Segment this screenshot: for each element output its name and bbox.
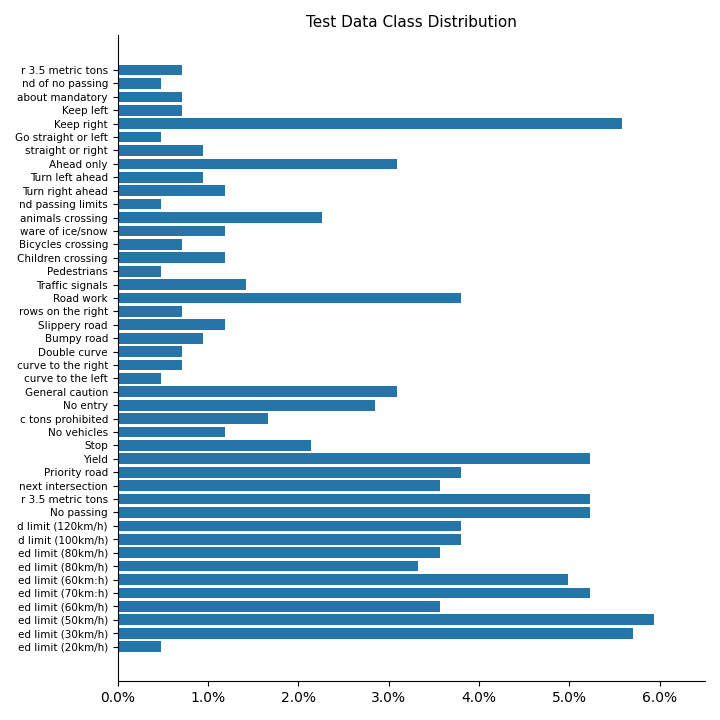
- Bar: [117, 454, 590, 464]
- Bar: [117, 185, 225, 196]
- Bar: [117, 225, 225, 236]
- Bar: [117, 614, 654, 625]
- Bar: [117, 212, 322, 223]
- Bar: [117, 172, 204, 183]
- Bar: [117, 427, 225, 438]
- Bar: [117, 65, 182, 76]
- Title: Test Data Class Distribution: Test Data Class Distribution: [306, 15, 517, 30]
- Bar: [117, 467, 461, 477]
- Bar: [117, 360, 182, 370]
- Bar: [117, 521, 461, 531]
- Bar: [117, 239, 182, 250]
- Bar: [117, 292, 461, 303]
- Bar: [117, 253, 225, 263]
- Bar: [117, 507, 590, 518]
- Bar: [117, 480, 440, 491]
- Bar: [117, 279, 246, 290]
- Bar: [117, 387, 397, 397]
- Bar: [117, 118, 622, 129]
- Bar: [117, 333, 204, 343]
- Bar: [117, 105, 182, 116]
- Bar: [117, 561, 418, 572]
- Bar: [117, 132, 161, 143]
- Bar: [117, 547, 440, 558]
- Bar: [117, 588, 590, 598]
- Bar: [117, 145, 204, 156]
- Bar: [117, 199, 161, 210]
- Bar: [117, 306, 182, 317]
- Bar: [117, 494, 590, 505]
- Bar: [117, 413, 268, 424]
- Bar: [117, 601, 440, 612]
- Bar: [117, 320, 225, 330]
- Bar: [117, 628, 633, 639]
- Bar: [117, 534, 461, 544]
- Bar: [117, 266, 161, 276]
- Bar: [117, 373, 161, 384]
- Bar: [117, 400, 375, 410]
- Bar: [117, 642, 161, 652]
- Bar: [117, 158, 397, 169]
- Bar: [117, 574, 568, 585]
- Bar: [117, 78, 161, 89]
- Bar: [117, 91, 182, 102]
- Bar: [117, 346, 182, 357]
- Bar: [117, 440, 311, 451]
